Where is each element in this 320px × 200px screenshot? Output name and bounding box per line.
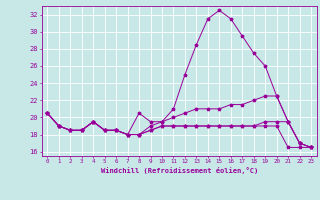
X-axis label: Windchill (Refroidissement éolien,°C): Windchill (Refroidissement éolien,°C) xyxy=(100,167,258,174)
